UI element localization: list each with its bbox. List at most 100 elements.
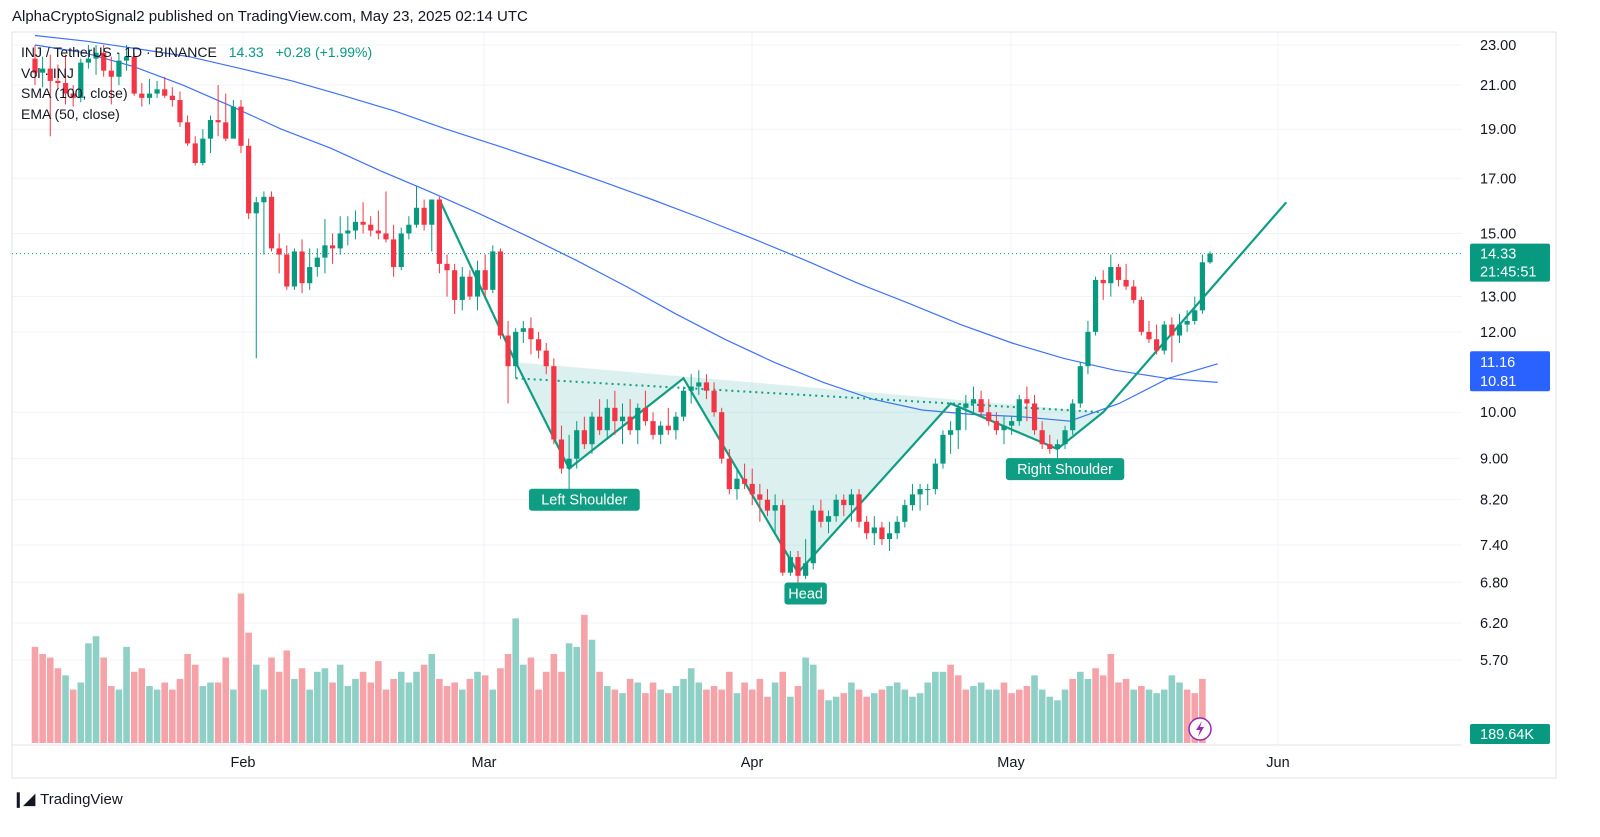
volume-bar — [291, 678, 298, 743]
volume-bar — [1160, 689, 1168, 743]
legend-sma[interactable]: SMA (100, close) — [21, 85, 128, 101]
volume-bar — [565, 643, 573, 743]
legend-volume[interactable]: Vol · INJ — [21, 64, 74, 81]
candle-body — [871, 527, 877, 534]
volume-bar — [1038, 689, 1046, 743]
volume-bar — [443, 686, 451, 743]
candle-body — [1192, 310, 1198, 321]
candle-body — [566, 458, 572, 469]
volume-bar — [893, 682, 901, 743]
candle-body — [902, 505, 908, 522]
candle-body — [253, 202, 259, 214]
volume-bar — [901, 689, 909, 743]
price-badge-countdown: 21:45:51 — [1480, 265, 1536, 281]
candle-body — [1169, 324, 1175, 336]
legend-symbol-row[interactable]: INJ / TetherUS · 1D · BINANCE 14.33 +0.2… — [21, 42, 372, 63]
symbol-name[interactable]: INJ / TetherUS · 1D · BINANCE — [21, 44, 217, 60]
volume-bar — [367, 682, 375, 743]
candle-body — [307, 267, 313, 284]
time-tick-label: May — [997, 755, 1025, 771]
volume-bar — [397, 671, 405, 743]
volume-bar — [1015, 689, 1023, 743]
candle-body — [1161, 324, 1167, 351]
candle-body — [1001, 425, 1007, 431]
volume-bar — [497, 668, 504, 743]
volume-bar — [207, 682, 214, 743]
candle-body — [139, 93, 145, 98]
pattern-label-text: Left Shoulder — [541, 493, 627, 509]
volume-bar — [329, 682, 336, 743]
candle-body — [436, 199, 442, 264]
volume-bar — [794, 686, 802, 743]
volume-bar — [611, 689, 619, 743]
volume-bar — [726, 671, 733, 743]
candle-body — [1039, 430, 1045, 445]
volume-bar — [1046, 696, 1054, 743]
price-tick-label: 15.00 — [1480, 226, 1516, 242]
candle-body — [803, 563, 809, 576]
price-tick-label: 9.00 — [1480, 452, 1508, 468]
candle-body — [1009, 421, 1015, 426]
volume-bar — [344, 686, 352, 743]
candle-body — [459, 276, 465, 300]
volume-bar — [199, 686, 207, 743]
time-tick-label: Jun — [1266, 755, 1289, 771]
price-tick-label: 13.00 — [1480, 290, 1516, 306]
candle-body — [55, 80, 61, 84]
volume-bar — [474, 671, 481, 743]
volume-bar — [1168, 675, 1176, 743]
volume-bar — [1061, 689, 1069, 743]
candle-body — [795, 557, 801, 576]
volume-bar — [1031, 675, 1038, 743]
volume-badge-value: 189.64K — [1480, 727, 1534, 743]
volume-bar — [512, 618, 519, 743]
candle-body — [650, 421, 656, 435]
volume-bar — [1023, 686, 1031, 743]
volume-bar — [138, 668, 146, 743]
candle-body — [1092, 279, 1099, 332]
candle-body — [848, 494, 855, 506]
candle-body — [62, 83, 69, 94]
candle-body — [268, 196, 275, 249]
volume-bar — [283, 650, 291, 743]
volume-bar — [191, 664, 199, 743]
price-tick-label: 6.80 — [1480, 575, 1508, 591]
volume-bar — [321, 668, 329, 743]
candle-body — [955, 407, 961, 431]
volume-bar — [1092, 668, 1099, 743]
candle-body — [1077, 366, 1083, 404]
footer-brand: ❙◢ TradingView — [12, 790, 123, 809]
candle-body — [764, 499, 771, 511]
candle-body — [276, 248, 282, 255]
volume-bar — [985, 689, 993, 743]
tradingview-logo-icon: ❙◢ — [12, 791, 35, 808]
volume-bar — [787, 696, 794, 743]
candle-body — [932, 463, 938, 490]
sma-100-line — [34, 34, 1218, 383]
volume-bar — [115, 689, 123, 743]
volume-bar — [832, 696, 840, 743]
volume-bar — [558, 671, 565, 743]
candle-body — [787, 557, 793, 573]
price-badge — [1470, 243, 1550, 282]
candle-body — [47, 68, 53, 81]
volume-bar — [458, 689, 466, 743]
candle-body — [230, 106, 236, 139]
candle-body — [192, 143, 198, 163]
candle-body — [551, 366, 557, 440]
volume-bar — [642, 693, 649, 743]
candle-body — [185, 122, 191, 144]
volume-bar — [314, 671, 321, 743]
candle-body — [749, 483, 755, 495]
candle-body — [1115, 267, 1122, 280]
candle-body — [719, 412, 725, 459]
volume-bar — [1000, 682, 1008, 743]
volume-bar — [603, 686, 611, 743]
candle-body — [169, 95, 175, 101]
candle-body — [894, 521, 900, 534]
price-tick-label: 6.20 — [1480, 616, 1508, 632]
legend-ema[interactable]: EMA (50, close) — [21, 105, 120, 122]
volume-bar — [588, 639, 596, 743]
candle-body — [658, 425, 664, 435]
